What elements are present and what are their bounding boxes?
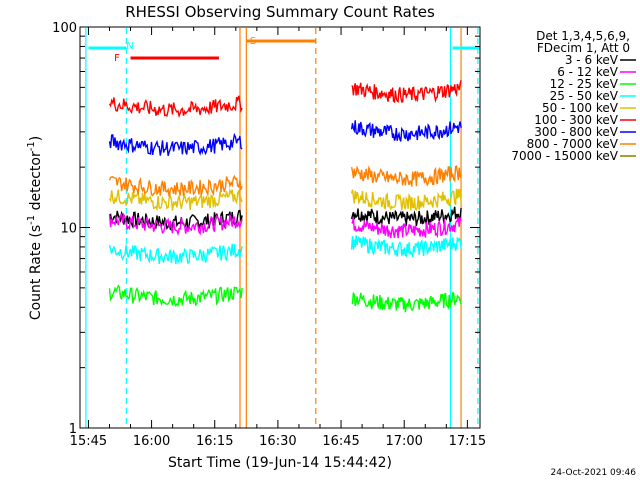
y-axis-label-tail: detector <box>28 151 44 215</box>
legend-header-line-1: Det 1,3,4,5,6,9, <box>536 29 630 43</box>
series-line <box>350 165 462 187</box>
legend-entry-label: 300 - 800 keV <box>534 125 618 139</box>
y-axis-label-end: ) <box>28 136 44 141</box>
series-line <box>351 80 462 104</box>
series-line <box>108 174 243 197</box>
series-line <box>350 188 462 211</box>
legend-entry-label: 12 - 25 keV <box>550 77 619 91</box>
x-tick-label: 16:30 <box>259 434 296 449</box>
series-line <box>109 209 243 232</box>
series-line <box>350 206 462 227</box>
series-line <box>108 95 243 119</box>
flag-label: S <box>250 36 256 47</box>
plot-frame <box>79 26 481 429</box>
legend-entry-label: 25 - 50 keV <box>550 89 619 103</box>
y-axis: 1 10 100 <box>52 21 480 437</box>
x-axis-label: Start Time (19-Jun-14 15:44:42) <box>168 455 392 471</box>
y-axis-label-sup-2: -1 <box>26 141 37 151</box>
series-line <box>108 284 243 307</box>
y-tick-label: 1 <box>69 422 77 437</box>
flag-label: N <box>126 41 133 52</box>
footer-timestamp: 24-Oct-2021 09:46 <box>551 468 637 478</box>
x-tick-label: 17:00 <box>385 434 422 449</box>
y-axis-label-main: Count Rate (s <box>28 225 44 320</box>
legend-header-line-2: FDecim 1, Att 0 <box>537 41 630 55</box>
y-tick-label: 100 <box>52 21 77 36</box>
x-axis: 15:45 16:00 16:15 16:30 16:45 17:00 17:15 <box>70 27 486 449</box>
chart-title: RHESSI Observing Summary Count Rates <box>125 3 435 21</box>
x-tick-label: 15:45 <box>70 434 107 449</box>
x-tick-label: 16:45 <box>322 434 359 449</box>
x-tick-label: 16:15 <box>196 434 233 449</box>
legend-entry-label: 50 - 100 keV <box>542 101 619 115</box>
series-line <box>108 212 243 237</box>
legend-entry-label: 6 - 12 keV <box>557 65 619 79</box>
series-line <box>108 188 243 212</box>
series-line <box>108 132 243 156</box>
y-axis-label: Count Rate (s-1 detector-1) <box>26 136 44 320</box>
series-line <box>351 291 462 313</box>
series-line <box>350 120 462 142</box>
flag-label: F <box>114 53 120 64</box>
y-axis-label-sup: -1 <box>26 215 37 225</box>
x-tick-label: 16:00 <box>133 434 170 449</box>
series-line <box>351 216 462 239</box>
legend-entry-label: 7000 - 15000 keV <box>511 149 618 163</box>
legend: Det 1,3,4,5,6,9, FDecim 1, Att 0 3 - 6 k… <box>511 29 636 163</box>
legend-entry-label: 800 - 7000 keV <box>527 137 619 151</box>
legend-entry-label: 100 - 300 keV <box>534 113 618 127</box>
legend-entry-label: 3 - 6 keV <box>565 53 619 67</box>
series-line <box>350 235 462 258</box>
series-line <box>108 243 243 265</box>
y-tick-label: 10 <box>60 222 77 237</box>
plot-area: NF S <box>85 28 480 428</box>
x-tick-label: 17:15 <box>449 434 486 449</box>
